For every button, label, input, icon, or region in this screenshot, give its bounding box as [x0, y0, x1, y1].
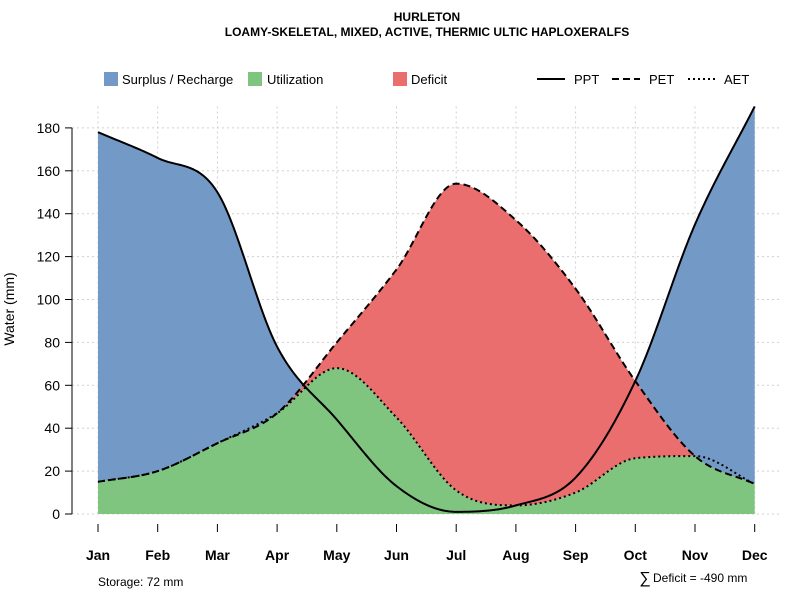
- deficit-sum-symbol: ∑: [639, 570, 650, 587]
- legend-label-deficit: Deficit: [411, 72, 448, 87]
- x-tick-label-may: May: [323, 547, 350, 563]
- y-tick-label-160: 160: [37, 163, 61, 179]
- legend: Surplus / Recharge Utilization Deficit P…: [104, 72, 749, 87]
- utilization-area: [98, 368, 755, 514]
- y-tick-label-60: 60: [44, 377, 60, 393]
- series-line-ppt: [97, 105, 756, 513]
- series-lines: [97, 105, 756, 513]
- x-tick-label-jan: Jan: [86, 547, 110, 563]
- deficit-annotation: Deficit = -490 mm: [653, 571, 747, 585]
- y-tick-label-80: 80: [44, 334, 60, 350]
- y-tick-label-0: 0: [52, 506, 60, 522]
- legend-label-ppt: PPT: [574, 72, 599, 87]
- x-tick-label-jun: Jun: [384, 547, 409, 563]
- y-tick-label-180: 180: [37, 120, 61, 136]
- y-axis-label: Water (mm): [1, 272, 17, 345]
- legend-label-aet: AET: [724, 72, 749, 87]
- y-tick-label-40: 40: [44, 420, 60, 436]
- x-axis: Jan Feb Mar Apr May Jun Jul Aug Sep Oct Nov Dec: [86, 524, 768, 563]
- y-tick-label-140: 140: [37, 206, 61, 222]
- surplus-area: [98, 106, 755, 484]
- legend-label-surplus: Surplus / Recharge: [122, 72, 233, 87]
- y-axis: 0 20 40 60 80 100 120 140 160 180: [37, 120, 73, 522]
- x-tick-label-aug: Aug: [502, 547, 529, 563]
- chart-title: HURLETON: [394, 10, 460, 24]
- legend-swatch-deficit: [393, 72, 407, 86]
- y-tick-label-120: 120: [37, 249, 61, 265]
- legend-label-utilization: Utilization: [267, 72, 323, 87]
- x-tick-label-dec: Dec: [742, 547, 768, 563]
- x-tick-label-jul: Jul: [446, 547, 466, 563]
- legend-swatch-surplus: [104, 72, 118, 86]
- x-tick-label-feb: Feb: [145, 547, 170, 563]
- area-fills: [98, 106, 755, 514]
- x-tick-label-oct: Oct: [624, 547, 648, 563]
- storage-annotation: Storage: 72 mm: [98, 575, 183, 589]
- series-line-aet: [97, 367, 756, 507]
- x-tick-label-apr: Apr: [265, 547, 290, 563]
- x-tick-label-sep: Sep: [563, 547, 589, 563]
- deficit-area: [278, 183, 694, 506]
- y-tick-label-100: 100: [37, 292, 61, 308]
- x-tick-label-mar: Mar: [205, 547, 230, 563]
- legend-label-pet: PET: [649, 72, 674, 87]
- x-tick-label-nov: Nov: [682, 547, 709, 563]
- chart-subtitle: LOAMY-SKELETAL, MIXED, ACTIVE, THERMIC U…: [225, 25, 629, 39]
- y-tick-label-20: 20: [44, 463, 60, 479]
- legend-swatch-utilization: [248, 72, 262, 86]
